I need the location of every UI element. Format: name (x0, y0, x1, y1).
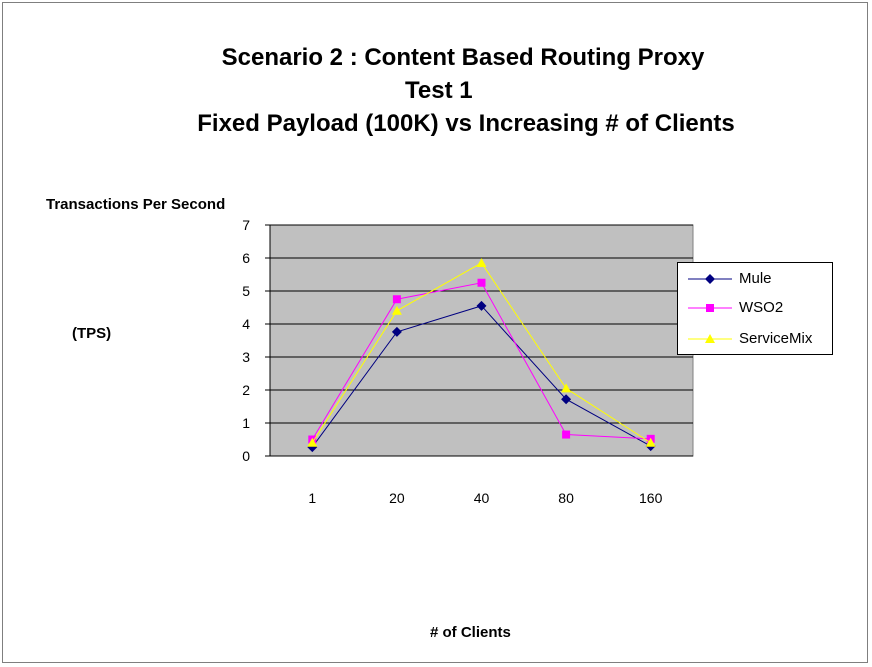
data-point-servicemix (645, 437, 656, 447)
x-tick-label: 40 (474, 490, 490, 506)
y-axis-title: Transactions Per Second (46, 196, 226, 213)
legend-marker-mule (688, 274, 732, 284)
x-axis-title: # of Clients (430, 624, 511, 641)
legend-label-servicemix: ServiceMix (739, 330, 813, 347)
legend-label-mule: Mule (739, 270, 772, 287)
data-point-servicemix (561, 383, 572, 393)
y-tick-label: 4 (242, 316, 250, 332)
y-tick-label: 3 (242, 349, 250, 365)
legend-marker-wso2 (688, 304, 732, 312)
legend-item-wso2: WSO2 (678, 298, 834, 318)
data-point-servicemix (476, 257, 487, 267)
data-point-servicemix (307, 437, 318, 447)
y-tick-label: 5 (242, 283, 250, 299)
x-tick-label: 160 (639, 490, 663, 506)
chart-title-line-1: Scenario 2 : Content Based Routing Proxy (221, 44, 705, 71)
data-point-mule (476, 300, 487, 311)
data-point-wso2 (562, 430, 571, 439)
y-axis-subtitle: (TPS) (72, 325, 112, 342)
legend-label-wso2: WSO2 (739, 299, 784, 316)
chart-legend: Mule WSO2 ServiceMix (677, 262, 833, 355)
y-tick-label: 6 (242, 250, 250, 266)
legend-item-mule: Mule (678, 269, 834, 289)
data-point-mule (561, 394, 572, 405)
data-point-wso2 (392, 295, 401, 304)
x-tick-label: 80 (558, 490, 574, 506)
legend-marker-servicemix (688, 334, 732, 343)
legend-item-servicemix: ServiceMix (678, 329, 834, 349)
y-tick-label: 1 (242, 415, 250, 431)
x-tick-label: 1 (308, 490, 316, 506)
chart-title-line-2: Test 1 (405, 77, 473, 104)
data-point-servicemix (391, 305, 402, 315)
y-tick-label: 0 (242, 448, 250, 464)
y-tick-label: 2 (242, 382, 250, 398)
data-point-wso2 (477, 278, 486, 287)
chart-title-line-3: Fixed Payload (100K) vs Increasing # of … (197, 110, 735, 137)
data-point-mule (391, 326, 402, 337)
y-tick-label: 7 (242, 217, 250, 233)
x-tick-label: 20 (389, 490, 405, 506)
